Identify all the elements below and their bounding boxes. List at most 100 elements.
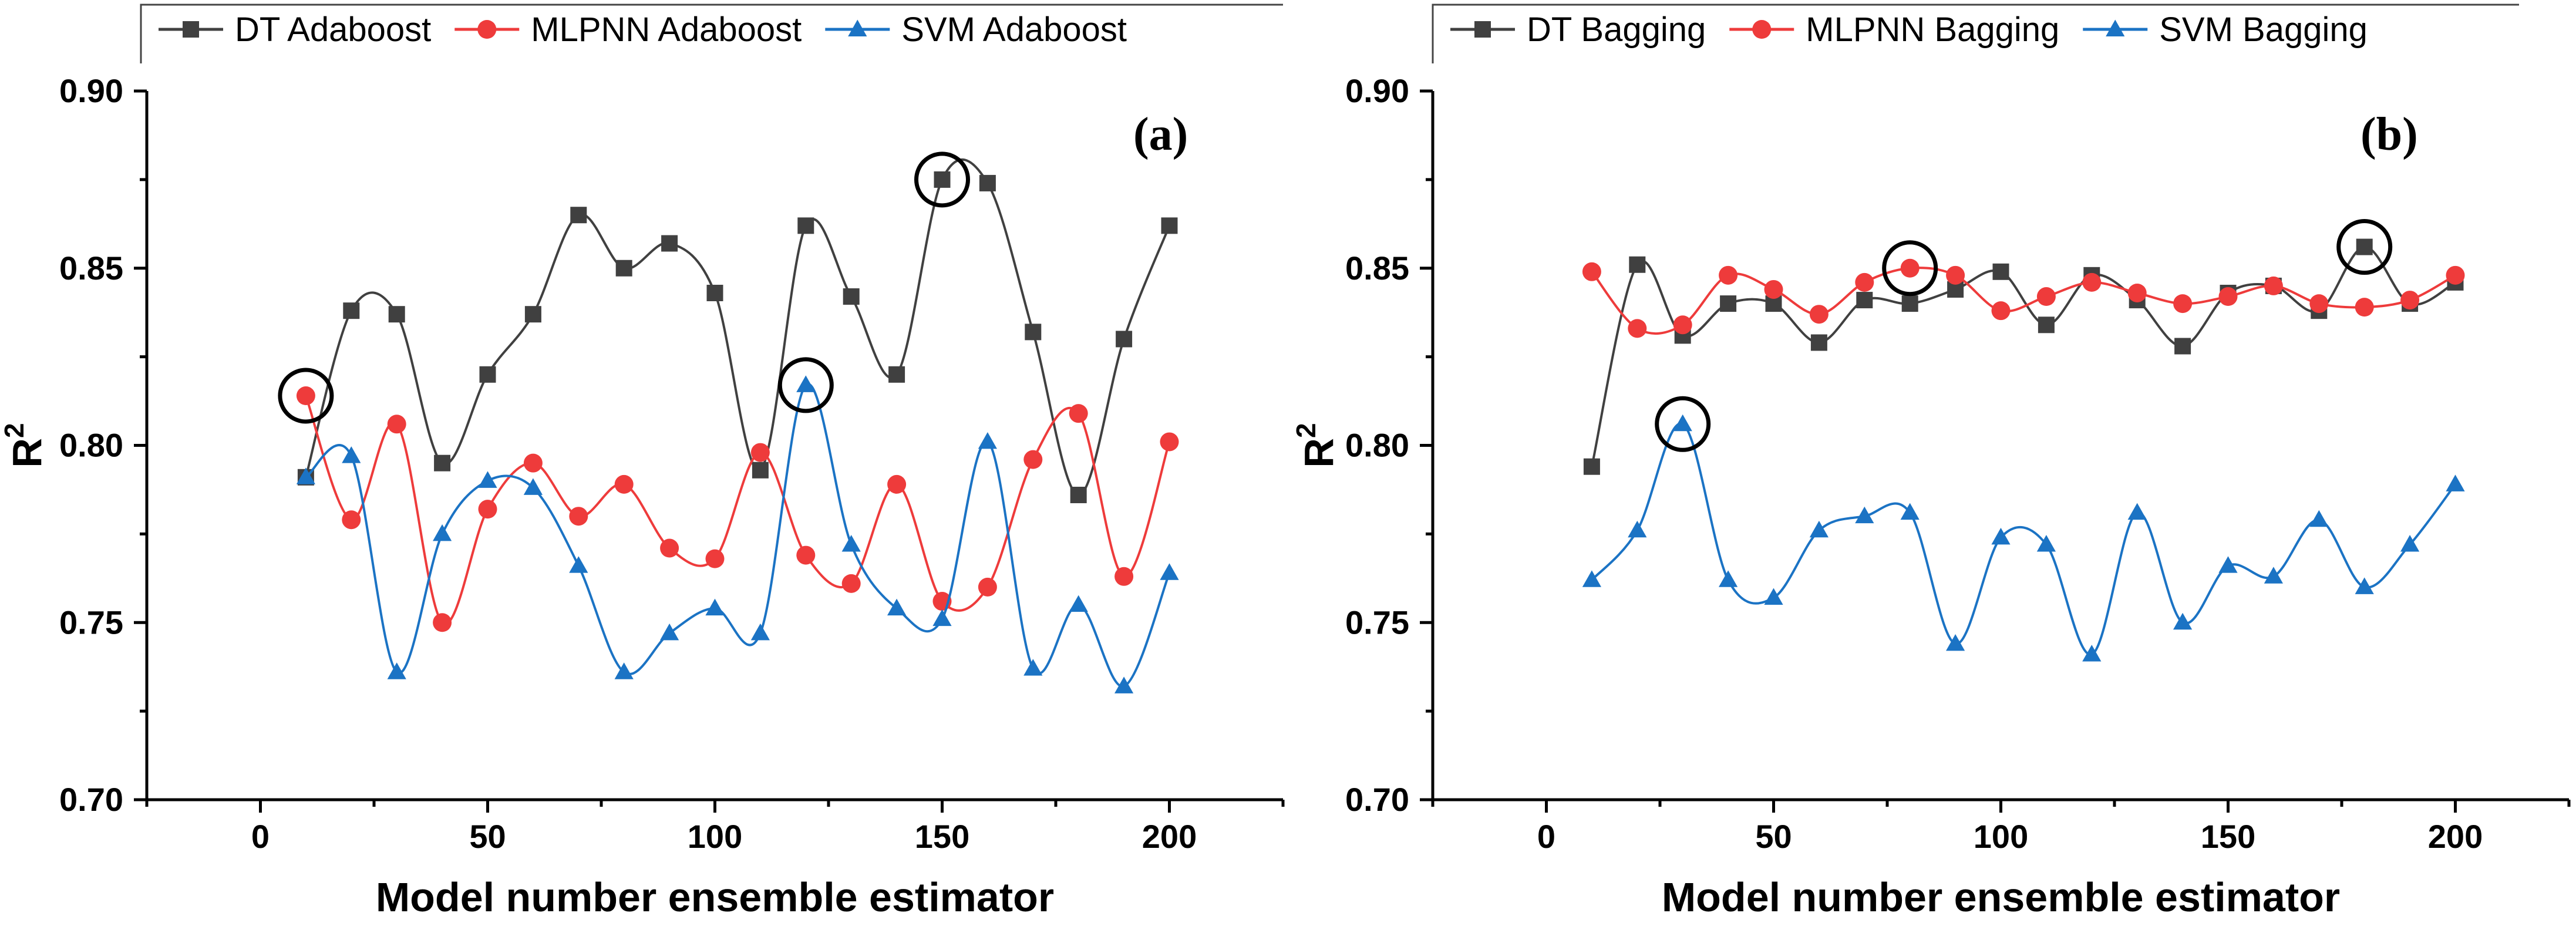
- panel-label: (b): [2361, 109, 2418, 160]
- y-tick-label: 0.90: [1345, 72, 1409, 109]
- x-tick-label: 100: [1974, 818, 2028, 855]
- data-point: [433, 613, 452, 632]
- legend-frame: [140, 4, 1283, 63]
- legend-label: DT Adaboost: [235, 11, 431, 49]
- data-point: [796, 545, 816, 565]
- data-point: [1946, 265, 1965, 285]
- y-tick-label: 0.90: [59, 72, 123, 109]
- data-point: [1946, 634, 1965, 651]
- data-point: [1991, 301, 2011, 321]
- x-tick-label: 150: [915, 818, 969, 855]
- data-point: [570, 207, 587, 224]
- data-point: [2446, 265, 2465, 285]
- series-line: [305, 395, 1171, 625]
- data-point: [1855, 506, 1874, 524]
- data-point: [661, 235, 678, 252]
- data-point: [1855, 272, 1874, 292]
- x-axis-title: Model number ensemble estimator: [376, 874, 1054, 920]
- legend-item: MLPNN Bagging: [1729, 11, 2059, 49]
- y-tick-label: 0.70: [59, 781, 123, 818]
- data-point: [342, 446, 361, 463]
- data-point: [1809, 305, 1829, 324]
- legend-label: MLPNN Bagging: [1806, 11, 2059, 49]
- x-axis-title: Model number ensemble estimator: [1662, 874, 2340, 920]
- data-point: [705, 549, 725, 568]
- legend: DT Bagging MLPNN Bagging SVM Bagging: [1432, 4, 2519, 63]
- data-point: [1673, 414, 1692, 432]
- data-point: [2127, 283, 2147, 302]
- legend: DT Adaboost MLPNN Adaboost SVM Adaboost: [140, 4, 1283, 63]
- data-point: [887, 474, 907, 494]
- data-point: [752, 462, 769, 479]
- y-tick-label: 0.85: [1345, 250, 1409, 287]
- highlight-circle: [2336, 219, 2393, 275]
- series-svm-adaboost: [296, 375, 1179, 693]
- legend-label: SVM Adaboost: [901, 11, 1127, 49]
- data-point: [2309, 510, 2329, 527]
- data-point: [614, 662, 634, 679]
- data-point: [2446, 474, 2465, 491]
- data-point: [1023, 450, 1043, 469]
- data-point: [1809, 520, 1829, 538]
- data-point: [614, 474, 634, 494]
- data-point: [2218, 287, 2238, 306]
- data-point: [433, 524, 452, 541]
- y-tick-label: 0.75: [59, 604, 123, 641]
- data-point: [979, 174, 996, 191]
- legend-marker: [477, 20, 497, 39]
- legend-item: MLPNN Adaboost: [454, 11, 802, 49]
- data-point: [1023, 659, 1043, 676]
- chart-panel-a: 0.70 0.75 0.80 0.85 0.90 0 50 100 150 200 Model nu…: [0, 4, 1285, 920]
- data-point: [843, 288, 860, 305]
- data-point: [1900, 258, 1920, 278]
- y-tick-label: 0.85: [59, 250, 123, 287]
- data-point: [1992, 263, 2009, 280]
- highlight-circle: [1882, 240, 1938, 297]
- data-point: [2036, 534, 2056, 552]
- data-point: [2127, 503, 2147, 520]
- data-point: [1628, 520, 1647, 538]
- data-point: [479, 366, 496, 383]
- data-point: [978, 577, 997, 597]
- data-point: [2264, 567, 2283, 584]
- x-tick-label: 150: [2201, 818, 2255, 855]
- data-point: [2400, 291, 2420, 310]
- data-point: [841, 574, 861, 593]
- x-tick-label: 200: [2428, 818, 2483, 855]
- data-point: [796, 375, 816, 392]
- series-dt-adaboost: [297, 158, 1178, 503]
- x-tick-label: 100: [688, 818, 742, 855]
- data-point: [1069, 595, 1088, 612]
- y-tick-label: 0.75: [1345, 604, 1409, 641]
- data-point: [1582, 570, 1601, 587]
- data-point: [523, 478, 543, 495]
- legend-label: MLPNN Adaboost: [531, 11, 802, 49]
- data-point: [569, 556, 588, 573]
- legend-marker: [2106, 19, 2125, 36]
- legend-label: DT Bagging: [1527, 11, 1706, 49]
- data-point: [523, 453, 543, 473]
- legend-item: SVM Adaboost: [825, 11, 1127, 49]
- data-point: [2036, 287, 2056, 306]
- data-point: [1900, 503, 1920, 520]
- data-point: [1720, 295, 1737, 312]
- data-point: [434, 454, 451, 471]
- data-point: [2038, 316, 2055, 334]
- y-axis-title-text: R: [1296, 438, 1342, 468]
- y-axis-title-superscript: 2: [0, 423, 29, 438]
- series-svm-bagging: [1582, 414, 2465, 662]
- y-axis-title-superscript: 2: [1291, 423, 1321, 438]
- y-tick-label: 0.80: [59, 427, 123, 464]
- data-point: [660, 623, 679, 641]
- data-point: [524, 306, 541, 323]
- x-tick-label: 50: [469, 818, 506, 855]
- data-point: [888, 366, 905, 383]
- data-point: [750, 443, 770, 462]
- data-point: [1582, 262, 1601, 281]
- legend-frame: [1432, 4, 2519, 63]
- legend-item: DT Adaboost: [159, 11, 431, 49]
- y-axis-title: R2: [1291, 423, 1342, 467]
- x-tick-label: 50: [1755, 818, 1792, 855]
